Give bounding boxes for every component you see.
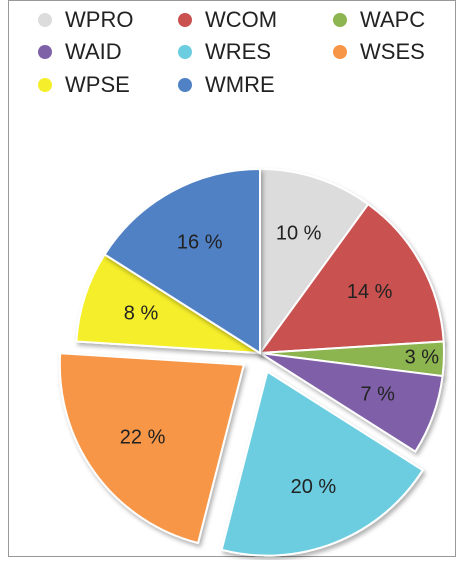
- slice-label: 22 %: [120, 427, 166, 449]
- legend-label: WMRE: [205, 72, 275, 97]
- slice-label: 14 %: [347, 281, 393, 303]
- pie-slice: [103, 167, 261, 355]
- pie-slice: [75, 253, 261, 354]
- legend-label: WAPC: [360, 7, 425, 32]
- slice-label: 7 %: [360, 384, 395, 406]
- pie-slice: [257, 202, 445, 355]
- pie-slice: [259, 167, 370, 357]
- slice-label: 3 %: [405, 346, 440, 368]
- slice-label: 10 %: [276, 222, 322, 244]
- legend-swatch: [178, 13, 192, 27]
- legend-label: WPSE: [65, 72, 130, 97]
- pie-slice: [259, 352, 444, 453]
- legend-swatch: [333, 45, 347, 59]
- slice-label: 16 %: [177, 232, 223, 254]
- pie-slice: [220, 370, 425, 557]
- legend-swatch: [178, 78, 192, 92]
- legend-label: WRES: [205, 39, 271, 64]
- legend-label: WSES: [360, 39, 425, 64]
- pie-slice: [58, 352, 246, 545]
- legend-swatch: [38, 78, 52, 92]
- slice-label: 20 %: [291, 476, 337, 498]
- legend-swatch: [38, 45, 52, 59]
- legend-label: WPRO: [65, 7, 133, 32]
- slice-label: 8 %: [124, 303, 159, 325]
- legend-swatch: [333, 13, 347, 27]
- legend-swatch: [178, 45, 192, 59]
- legend-swatch: [38, 13, 52, 27]
- legend-label: WAID: [65, 39, 122, 64]
- legend-label: WCOM: [205, 7, 277, 32]
